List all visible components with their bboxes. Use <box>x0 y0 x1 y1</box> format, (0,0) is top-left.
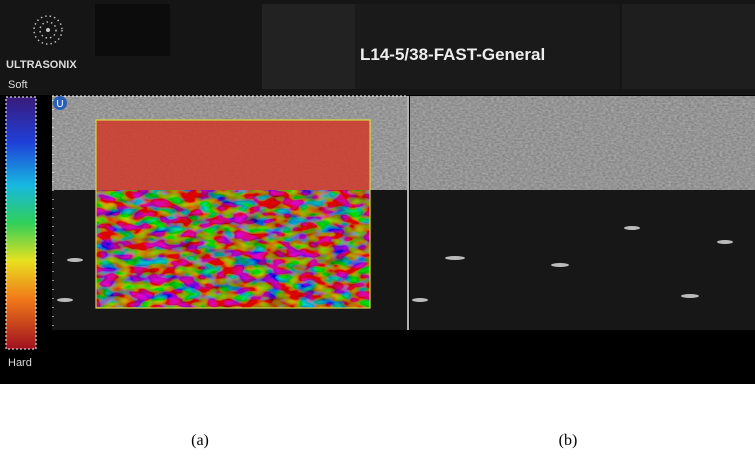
caption: (b) <box>559 432 578 449</box>
preset-label: L14-5/38-FAST-General <box>360 45 545 64</box>
marker-label: U <box>56 99 63 110</box>
logo-dots <box>33 15 63 45</box>
panel <box>262 4 355 89</box>
reflectors <box>57 226 733 302</box>
color-scale <box>5 96 37 350</box>
panel <box>95 4 170 56</box>
scale-top-label: Soft <box>8 79 28 91</box>
elastogram-lower <box>96 190 370 308</box>
scale-bottom-label: Hard <box>8 357 32 369</box>
panel <box>355 4 620 89</box>
panel <box>622 4 755 89</box>
tissue-bottom <box>410 190 755 330</box>
marker-icon <box>53 96 67 110</box>
speckle <box>410 96 755 190</box>
elastogram-upper <box>96 120 370 190</box>
caption: (a) <box>191 432 209 449</box>
logo-text: ULTRASONIX <box>6 59 77 71</box>
roi-box <box>95 119 371 309</box>
